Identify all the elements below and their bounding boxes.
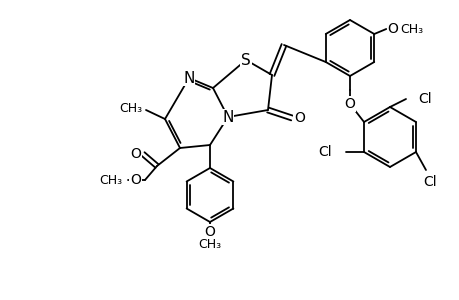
Text: O: O bbox=[130, 173, 141, 187]
Text: N: N bbox=[183, 70, 194, 86]
Text: S: S bbox=[241, 52, 250, 68]
Text: O: O bbox=[204, 225, 215, 239]
Text: Cl: Cl bbox=[422, 175, 436, 189]
Text: Cl: Cl bbox=[318, 145, 331, 159]
Text: O: O bbox=[130, 147, 141, 161]
Text: CH₃: CH₃ bbox=[198, 238, 221, 251]
Text: Cl: Cl bbox=[417, 92, 431, 106]
Text: O: O bbox=[386, 22, 397, 36]
Text: O: O bbox=[344, 97, 355, 111]
Text: N: N bbox=[222, 110, 233, 124]
Text: CH₃: CH₃ bbox=[99, 173, 122, 187]
Text: O: O bbox=[293, 111, 304, 125]
Text: CH₃: CH₃ bbox=[399, 22, 422, 35]
Text: CH₃: CH₃ bbox=[118, 101, 142, 115]
